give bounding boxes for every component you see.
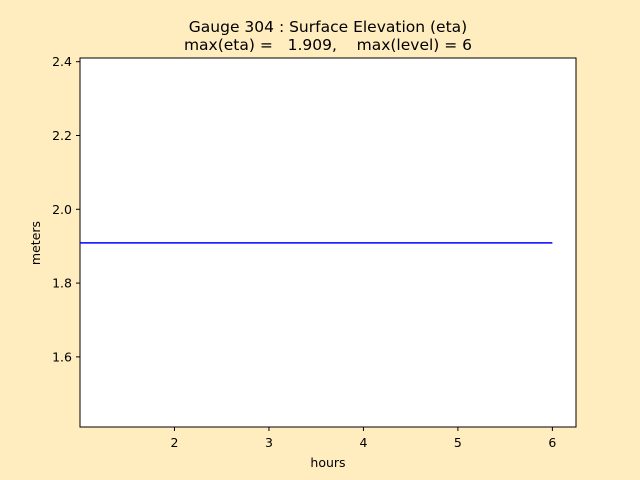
y-tick-label: 2.0 <box>52 202 72 217</box>
x-tick-label: 2 <box>170 435 178 450</box>
chart-title: Gauge 304 : Surface Elevation (eta) <box>189 18 467 36</box>
chart-subtitle: max(eta) = 1.909, max(level) = 6 <box>184 36 472 54</box>
y-axis: 1.6 1.8 2.0 2.2 2.4 <box>52 54 80 364</box>
x-axis-label: hours <box>310 455 345 470</box>
x-axis: 2 3 4 5 6 <box>170 427 556 450</box>
y-tick-label: 1.6 <box>52 349 72 364</box>
y-tick-label: 2.4 <box>52 54 72 69</box>
x-tick-label: 5 <box>454 435 462 450</box>
y-axis-label: meters <box>28 221 43 265</box>
y-tick-label: 1.8 <box>52 276 72 291</box>
y-tick-label: 2.2 <box>52 128 72 143</box>
x-tick-label: 3 <box>265 435 273 450</box>
x-tick-label: 6 <box>548 435 556 450</box>
x-tick-label: 4 <box>359 435 367 450</box>
